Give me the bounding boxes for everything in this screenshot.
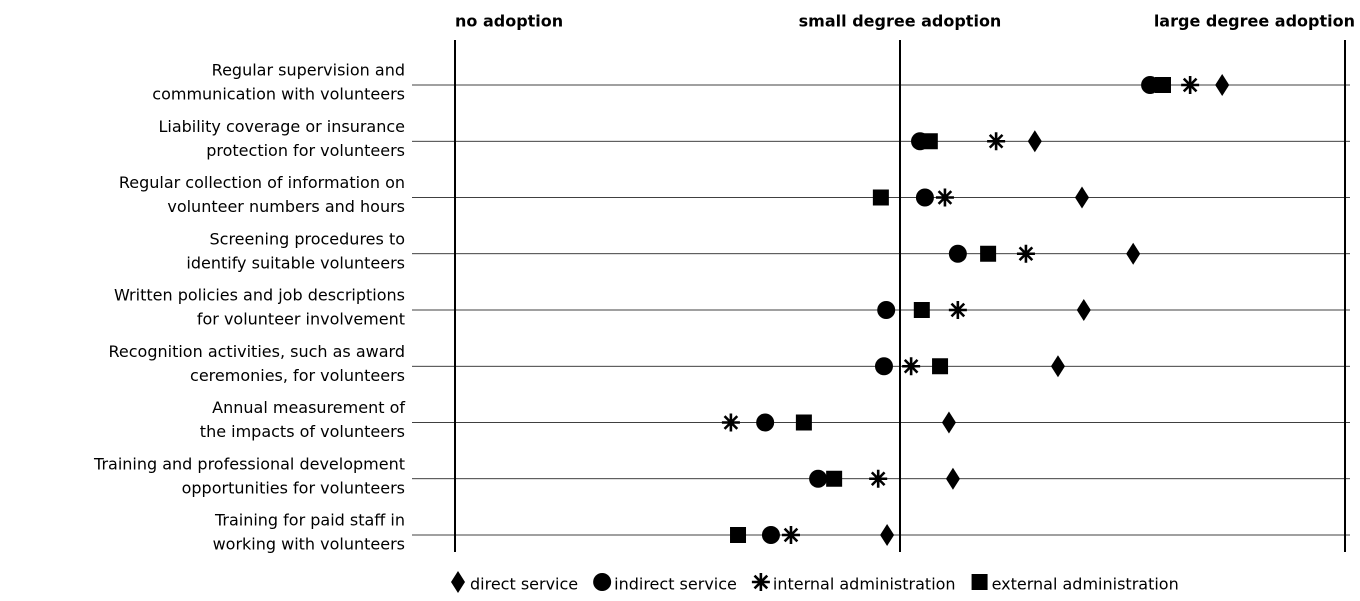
- diamond-marker: [1215, 74, 1230, 96]
- category-label: working with volunteers: [213, 535, 405, 554]
- diamond-marker: [1027, 130, 1042, 153]
- square-marker: [913, 302, 930, 318]
- category-label: Training and professional development: [93, 454, 405, 473]
- diamond-marker: [945, 467, 960, 490]
- circle-marker: [756, 413, 775, 432]
- square-marker: [921, 133, 938, 150]
- square-marker: [971, 574, 988, 590]
- asterisk-marker: [1016, 244, 1035, 263]
- circle-marker: [761, 526, 780, 544]
- asterisk-marker: [935, 188, 954, 207]
- legend-label: external administration: [992, 575, 1179, 594]
- category-label: Regular collection of information on: [119, 173, 405, 192]
- category-label: Training for paid staff in: [214, 511, 405, 530]
- x-tick-label: no adoption: [455, 12, 563, 31]
- diamond-marker: [1076, 299, 1091, 321]
- category-label: Recognition activities, such as award: [109, 342, 405, 361]
- circle-marker: [948, 244, 967, 263]
- asterisk-marker: [1181, 76, 1200, 94]
- asterisk-marker: [902, 357, 921, 376]
- category-label: Written policies and job descriptions: [114, 286, 405, 305]
- circle-marker: [915, 188, 934, 207]
- diamond-marker: [1126, 242, 1141, 265]
- category-label: Annual measurement of: [212, 398, 405, 417]
- category-label: ceremonies, for volunteers: [190, 366, 405, 385]
- diamond-marker: [1050, 355, 1065, 378]
- diamond-marker: [941, 411, 956, 434]
- circle-marker: [809, 469, 828, 488]
- square-marker: [795, 414, 812, 431]
- asterisk-marker: [869, 469, 888, 488]
- diamond-marker: [880, 524, 895, 546]
- category-label: protection for volunteers: [206, 141, 405, 160]
- square-marker: [932, 358, 949, 375]
- square-marker: [980, 245, 997, 262]
- circle-marker: [1141, 76, 1160, 94]
- asterisk-marker: [948, 301, 967, 319]
- legend-item: internal administration: [751, 573, 956, 594]
- legend-label: internal administration: [773, 575, 956, 594]
- category-label: Screening procedures to: [210, 229, 406, 248]
- category-label: volunteer numbers and hours: [167, 197, 405, 216]
- legend-item: direct service: [451, 571, 578, 594]
- legend-label: direct service: [470, 575, 578, 594]
- asterisk-marker: [721, 413, 740, 432]
- square-marker: [1154, 77, 1171, 93]
- category-label: the impacts of volunteers: [200, 422, 405, 441]
- category-label: communication with volunteers: [152, 85, 405, 104]
- legend-item: indirect service: [593, 573, 737, 594]
- diamond-marker: [451, 571, 465, 593]
- category-label: for volunteer involvement: [197, 310, 405, 329]
- square-marker: [826, 470, 843, 487]
- category-label: identify suitable volunteers: [186, 253, 405, 272]
- circle-marker: [593, 573, 612, 591]
- square-marker: [730, 527, 747, 543]
- circle-marker: [874, 357, 893, 376]
- legend-item: external administration: [971, 574, 1179, 594]
- legend-label: indirect service: [614, 575, 737, 594]
- category-label: Liability coverage or insurance: [158, 117, 405, 136]
- square-marker: [872, 189, 889, 206]
- circle-marker: [877, 301, 896, 319]
- category-label: Regular supervision and: [212, 61, 405, 80]
- asterisk-marker: [751, 573, 770, 591]
- x-tick-label: small degree adoption: [799, 12, 1002, 31]
- asterisk-marker: [781, 526, 800, 544]
- asterisk-marker: [987, 132, 1006, 151]
- x-tick-label: large degree adoption: [1154, 12, 1355, 31]
- diamond-marker: [1075, 186, 1090, 209]
- category-label: opportunities for volunteers: [182, 478, 405, 497]
